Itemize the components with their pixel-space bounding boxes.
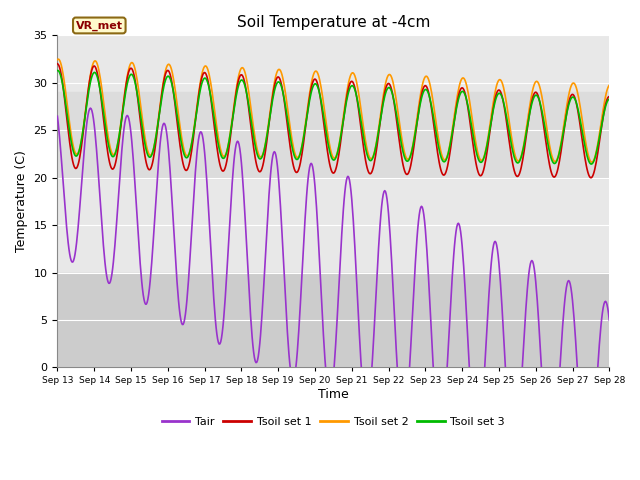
- Bar: [58, 273, 609, 367]
- X-axis label: Time: Time: [318, 388, 349, 401]
- Y-axis label: Temperature (C): Temperature (C): [15, 150, 28, 252]
- Legend: Tair, Tsoil set 1, Tsoil set 2, Tsoil set 3: Tair, Tsoil set 1, Tsoil set 2, Tsoil se…: [157, 413, 509, 432]
- Text: VR_met: VR_met: [76, 20, 123, 31]
- Title: Soil Temperature at -4cm: Soil Temperature at -4cm: [237, 15, 430, 30]
- Bar: [58, 92, 609, 178]
